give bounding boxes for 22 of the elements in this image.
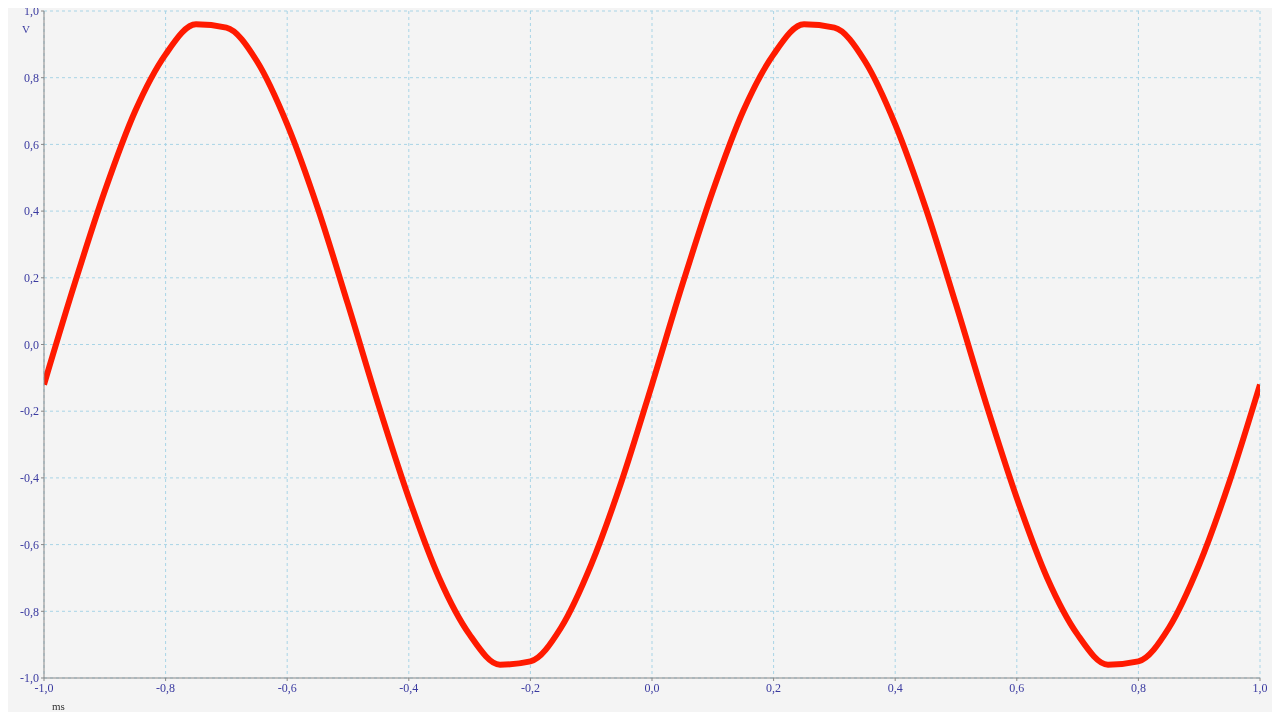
x-tick-label: 0,2 xyxy=(766,680,782,695)
y-tick-label: -0,2 xyxy=(20,404,39,419)
y-tick-label: 0,2 xyxy=(24,271,39,286)
y-tick-label: 1,0 xyxy=(24,4,39,19)
y-tick-label: -0,6 xyxy=(20,537,39,552)
x-tick-label: -0,8 xyxy=(156,680,176,695)
x-tick-label: 0,0 xyxy=(644,680,660,695)
x-tick-label: 0,6 xyxy=(1009,680,1025,695)
x-tick-label: 0,8 xyxy=(1130,680,1146,695)
x-tick-label: -0,4 xyxy=(399,680,419,695)
x-tick-label: -0,6 xyxy=(277,680,297,695)
y-tick-label: -0,8 xyxy=(20,604,39,619)
x-tick-label: 1,0 xyxy=(1252,680,1268,695)
y-tick-label: 0,8 xyxy=(24,70,39,85)
y-tick-label: 0,4 xyxy=(24,204,39,219)
x-axis-title: ms xyxy=(52,700,65,712)
y-axis-title: V xyxy=(22,22,31,35)
x-tick-label: -0,2 xyxy=(520,680,540,695)
y-tick-label: 0,6 xyxy=(24,137,39,152)
y-tick-label: -0,4 xyxy=(20,471,39,486)
y-tick-label: 0,0 xyxy=(24,337,39,352)
x-tick-label: 0,4 xyxy=(887,680,903,695)
